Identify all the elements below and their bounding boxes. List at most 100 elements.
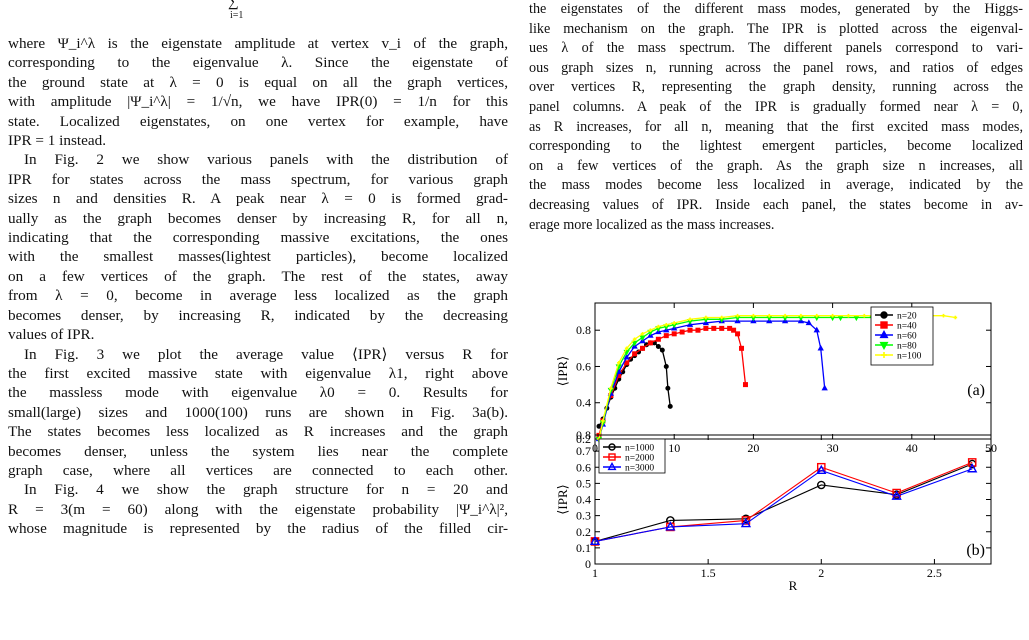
x-tick-label: 30 [827, 441, 839, 455]
data-point [589, 535, 601, 546]
y-tick-label: 0.2 [576, 525, 591, 539]
text-line: from λ = 0, become in average less local… [8, 287, 508, 305]
text-line: In Fig. 4 we show the graph structure fo… [24, 481, 508, 499]
x-tick-label: 40 [906, 441, 918, 455]
data-point [659, 347, 665, 353]
left-text-column: where Ψ_i^λ is the eigenstate amplitude … [8, 34, 508, 539]
caption-line: on a few vertices of the graph. As the g… [529, 157, 1023, 174]
data-point [655, 344, 661, 350]
data-point [667, 403, 673, 409]
text-line: graph case, where all vertices are conne… [8, 461, 508, 479]
caption-line: corresponding to the lightest emergent p… [529, 138, 1023, 155]
figure-3: 0 10 20 30 40 500.20.40.60.8⟨IPR⟩(a)n=20n=40n… [555, 302, 997, 593]
data-point [727, 325, 733, 331]
data-point [679, 329, 685, 335]
data-point [663, 333, 669, 339]
text-line: IPR = 1 instead. [8, 132, 106, 150]
y-tick-label: 0 [585, 557, 591, 571]
text-line: In Fig. 3 we plot the average value ⟨IPR… [24, 345, 508, 363]
y-tick-label: 0.4 [576, 396, 591, 410]
legend-label: n=60 [897, 332, 917, 342]
caption-line: the eigenstates of the different mass mo… [529, 1, 1023, 17]
y-axis-label: ⟨IPR⟩ [555, 356, 570, 386]
y-tick-label: 0.7 [576, 444, 591, 458]
right-caption-column: the eigenstates of the different mass mo… [529, 0, 1023, 235]
data-point [663, 363, 669, 369]
caption-line: ues λ of the mass spectrum. The differen… [529, 40, 1023, 57]
data-point [967, 463, 978, 473]
text-line: the ground state at λ = 0 is equal on al… [8, 73, 508, 91]
caption-line: like mechanism on the graph. The IPR is … [529, 20, 1023, 37]
text-line: with amplitude |Ψ_i^λ| = 1/√n, we have I… [8, 93, 508, 111]
caption-line: over vertices R, representing the graph … [529, 79, 1023, 96]
data-point [742, 382, 748, 388]
data-point [695, 327, 701, 333]
data-point [607, 461, 617, 471]
legend-label: n=40 [897, 322, 917, 332]
data-point [687, 327, 693, 333]
y-tick-label: 0.5 [576, 476, 591, 490]
data-point [837, 315, 844, 322]
data-point [816, 464, 827, 475]
caption-line: the mass modes become less localized in … [529, 177, 1023, 194]
caption-line: ous graph sizes n, running across the pa… [529, 59, 1023, 76]
text-line: ually as the graph becomes denser by inc… [8, 209, 508, 227]
text-line: IPR for states across the mass spectrum,… [8, 170, 508, 188]
series-n-3000 [589, 463, 978, 546]
x-tick-label: 20 [747, 441, 759, 455]
text-line: the massless mode with eigenvalue λ0 = 0… [8, 384, 508, 402]
data-point [879, 341, 889, 351]
data-point [731, 327, 737, 333]
series-line [594, 463, 973, 542]
series-n-40 [596, 325, 748, 438]
x-tick-label: 1.5 [701, 566, 716, 580]
panel-label: (b) [966, 542, 985, 559]
legend-label: n=20 [897, 312, 917, 322]
panel-label: (a) [967, 382, 985, 399]
y-tick-label: 0.6 [576, 460, 591, 474]
x-tick-label: 2.5 [927, 566, 942, 580]
text-line: where Ψ_i^λ is the eigenstate amplitude … [8, 35, 508, 52]
y-tick-label: 0.8 [576, 428, 591, 442]
data-point [805, 319, 813, 326]
text-line: becomes denser, unless the system lies n… [8, 442, 508, 460]
legend: n=20n=40n=60n=80n=100 [870, 306, 934, 366]
text-line: small(large) sizes and 1000(100) runs ar… [8, 403, 508, 421]
text-line: becomes denser, by increasing R, indicat… [8, 306, 508, 324]
data-point [739, 345, 745, 351]
chart-panel-a: 0 10 20 30 40 500.20.40.60.8⟨IPR⟩(a)n=20n=40n… [555, 302, 997, 455]
data-point [655, 336, 661, 342]
plot-frame [594, 302, 992, 440]
text-line: on a few vertices of the graph. The rest… [8, 267, 508, 285]
caption-line: as R increases, for all n, meaning that … [529, 118, 1023, 135]
text-line: The states becomes less localized as R i… [8, 423, 508, 441]
caption-line: erage more localized as the mass increas… [529, 216, 775, 233]
text-line: with the smallest masses(lightest partic… [8, 248, 508, 266]
data-point [740, 517, 752, 528]
data-point [639, 335, 646, 342]
data-point [880, 321, 888, 329]
text-line: the first excited massive state with eig… [8, 364, 508, 382]
data-point [816, 480, 826, 490]
data-point [632, 351, 638, 357]
x-tick-label: 2 [818, 566, 824, 580]
text-line: R = 3(m = 60) along with the eigenstate … [8, 500, 508, 518]
data-point [813, 326, 820, 333]
data-point [624, 360, 630, 366]
caption-line: panel columns. A peak of the IPR is grad… [529, 98, 1023, 115]
data-point [631, 340, 638, 347]
data-point [647, 340, 653, 346]
y-tick-label: 0.8 [576, 323, 591, 337]
legend-label: n=1000 [625, 444, 654, 454]
legend-label: n=100 [897, 352, 922, 362]
data-point [665, 385, 671, 391]
text-line: corresponding to the eigenvalue λ. Since… [8, 54, 508, 72]
data-point [623, 353, 630, 360]
chart-panel-b: 1 1.5 2 2.5 0 0.1 0.2 0.3 0.4 0.5 0.6 0.7 0.8 ⟨IPR⟩ R (… [555, 428, 992, 593]
x-tick-label: 10 [668, 441, 680, 455]
data-point [608, 443, 616, 451]
data-point [719, 325, 725, 331]
text-line: values of IPR. [8, 326, 95, 344]
legend-label: n=2000 [625, 454, 654, 464]
